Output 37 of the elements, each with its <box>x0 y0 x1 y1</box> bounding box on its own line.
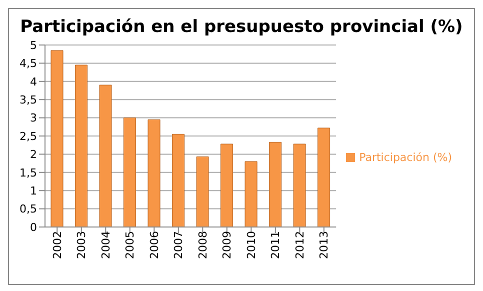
bar <box>124 118 136 227</box>
bar <box>148 119 160 227</box>
y-tick-label: 1,5 <box>20 166 37 180</box>
bar <box>220 144 234 227</box>
x-tick-label: 2009 <box>220 231 234 259</box>
x-tick-label: 2011 <box>269 231 282 259</box>
bar <box>75 64 88 227</box>
x-tick-label: 2006 <box>148 231 161 259</box>
bar <box>196 156 209 227</box>
y-tick-label: 0 <box>30 220 37 234</box>
x-tick-label: 2008 <box>196 231 210 259</box>
y-tick-label: 4 <box>30 75 37 88</box>
y-tick-label: 5 <box>30 38 37 52</box>
legend-label: Participación (%) <box>359 150 452 164</box>
bar <box>172 134 185 227</box>
bar <box>99 84 112 227</box>
x-tick-label: 2010 <box>244 231 258 259</box>
bar <box>318 128 330 227</box>
bar <box>244 161 258 227</box>
x-tick-label: 2004 <box>99 231 112 259</box>
chart-title: Participación en el presupuesto provincial (%) <box>19 17 464 37</box>
y-tick-label: 3,5 <box>20 94 37 107</box>
x-tick-label: 2003 <box>75 231 88 259</box>
y-tick-label: 1 <box>30 184 37 198</box>
x-tick-label: 2002 <box>50 231 64 259</box>
x-tick-label: 2007 <box>172 231 186 259</box>
bar <box>293 144 306 227</box>
x-tick-label: 2005 <box>124 231 137 259</box>
x-tick-label: 2012 <box>293 231 306 259</box>
bar <box>269 142 282 227</box>
y-tick-label: 2 <box>30 148 37 162</box>
y-tick-label: 2,5 <box>20 130 37 143</box>
y-tick-label: 3 <box>30 112 37 125</box>
bar <box>50 50 64 227</box>
y-tick-label: 4,5 <box>20 57 37 70</box>
y-tick-label: 0,5 <box>20 202 37 216</box>
x-tick-label: 2013 <box>318 231 331 259</box>
